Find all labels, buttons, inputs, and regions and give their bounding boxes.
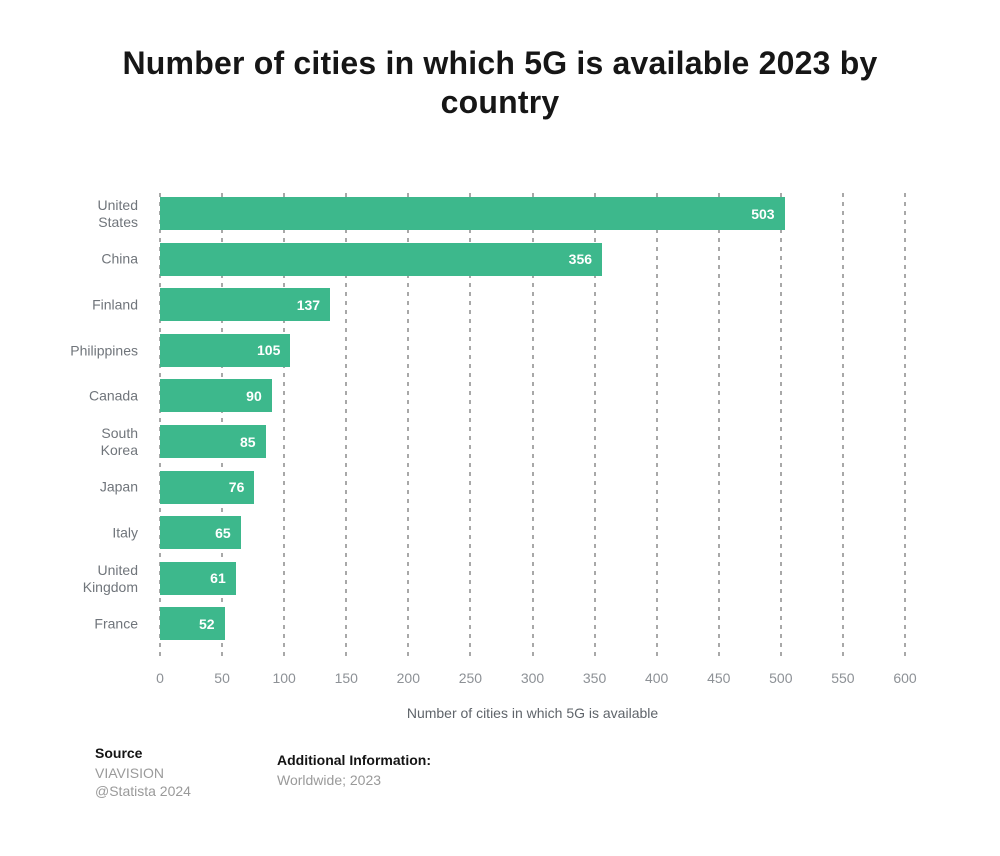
x-tick-label: 100 [272, 670, 296, 686]
category-label: Japan [99, 478, 138, 495]
x-axis-title: Number of cities in which 5G is availabl… [406, 705, 659, 721]
bar-row: Finland 137 [92, 282, 905, 328]
category-label: United States [97, 196, 138, 230]
category-label: France [94, 615, 138, 632]
gridline [717, 193, 720, 658]
x-tick-label: 150 [334, 670, 358, 686]
value-label: 105 [257, 342, 281, 359]
x-tick-label: 50 [214, 670, 230, 686]
gridline [655, 193, 658, 658]
value-label: 61 [210, 570, 226, 587]
value-label: 503 [751, 205, 775, 222]
bar-south-korea: 85 [160, 425, 266, 458]
source-label: Source [95, 745, 143, 761]
category-label: United Kingdom [82, 561, 138, 595]
x-tick-label: 0 [156, 670, 164, 686]
chart-title: Number of cities in which 5G is availabl… [122, 45, 878, 120]
gridline [345, 193, 348, 658]
gridline [283, 193, 286, 658]
bar-united-states: 503 [160, 197, 785, 230]
bar-japan: 76 [160, 470, 255, 504]
value-label: 356 [568, 251, 593, 268]
x-tick-label: 400 [644, 670, 669, 686]
bar-rows: United States 503 China 356 Finland 137 Philip… [70, 191, 905, 647]
category-label: Canada [88, 387, 138, 404]
category-label: South Korea [100, 424, 138, 458]
source-block: Source VIAVISION @Statista 2024 [95, 744, 191, 800]
bar-china: 356 [160, 242, 603, 276]
bar-finland: 137 [160, 288, 331, 322]
category-label: China [101, 250, 138, 267]
category-label: Italy [112, 524, 138, 541]
bar-row: Italy 65 [112, 510, 905, 556]
additional-info-block: Additional Information: Worldwide; 2023 [277, 751, 431, 789]
category-label: Finland [92, 296, 138, 313]
additional-info-label: Additional Information: [277, 752, 431, 768]
bar-row: South Korea 85 [101, 419, 905, 465]
gridline [469, 193, 472, 658]
plot-area: United States 503 China 356 Finland 137 Philip… [70, 191, 917, 721]
x-tick-label: 500 [769, 670, 793, 686]
x-tick-label: 350 [582, 670, 607, 686]
value-label: 52 [198, 615, 215, 632]
x-tick-label: 200 [396, 670, 421, 686]
gridline [531, 193, 534, 658]
bar-row: France 52 [94, 601, 905, 647]
gridline [407, 193, 410, 658]
bar-row: Canada 90 [89, 373, 905, 419]
value-label: 85 [239, 433, 256, 450]
gridline [593, 193, 596, 658]
x-tick-label: 600 [893, 670, 917, 686]
gridline [904, 193, 906, 658]
bar-row: United Kingdom 61 [83, 556, 905, 602]
gridline [779, 193, 782, 658]
bar-france: 52 [160, 607, 225, 641]
value-label: 137 [296, 296, 321, 313]
bar-united-kingdom: 61 [160, 561, 236, 595]
bar-italy: 65 [160, 516, 241, 550]
bar-row: Japan 76 [100, 465, 905, 511]
x-axis-ticks: 0 50 100 150 200 250 300 350 400 450 500 550 600 [156, 670, 917, 688]
gridline [841, 193, 844, 658]
x-tick-label: 550 [831, 670, 855, 686]
bar-row: China 356 [101, 237, 905, 283]
additional-info-value: Worldwide; 2023 [277, 772, 382, 788]
bar-philippines: 105 [160, 333, 291, 367]
source-name: VIAVISION [95, 765, 164, 781]
category-label: Philippines [70, 342, 138, 359]
bar-canada: 90 [160, 379, 272, 413]
value-label: 65 [215, 524, 231, 541]
value-label: 76 [228, 479, 245, 496]
bar-row: Philippines 105 [70, 328, 905, 374]
x-tick-label: 300 [520, 670, 545, 686]
x-tick-label: 450 [707, 670, 731, 686]
bar-row: United States 503 [98, 191, 905, 237]
source-attribution: @Statista 2024 [95, 783, 191, 799]
value-label: 90 [246, 387, 262, 404]
x-tick-label: 250 [458, 670, 483, 686]
